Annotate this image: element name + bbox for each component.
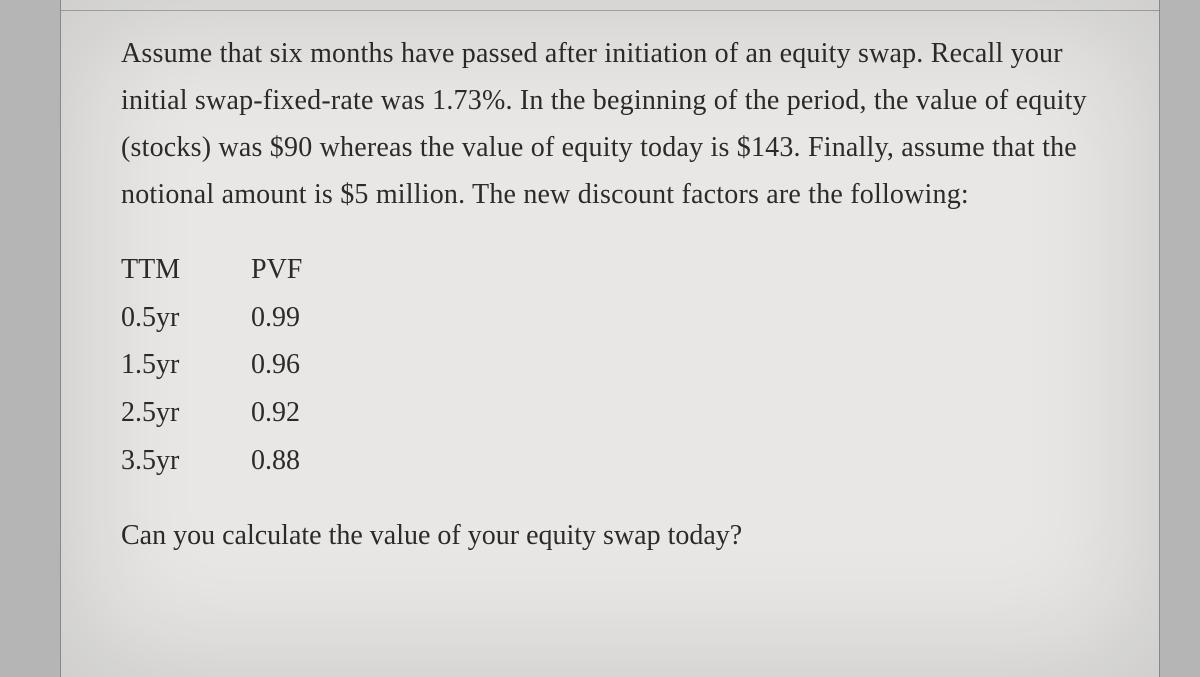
discount-factor-table: TTM PVF 0.5yr 0.99 1.5yr 0.96 2.5yr 0.92… bbox=[121, 246, 1099, 484]
table-cell-ttm: 3.5yr bbox=[121, 437, 221, 485]
table-cell-ttm: 2.5yr bbox=[121, 389, 221, 437]
table-row: 0.5yr 0.99 bbox=[121, 294, 1099, 342]
problem-paragraph: Assume that six months have passed after… bbox=[121, 30, 1099, 218]
table-header-row: TTM PVF bbox=[121, 246, 1099, 294]
page-inner: Assume that six months have passed after… bbox=[60, 0, 1160, 677]
table-cell-pvf: 0.92 bbox=[251, 389, 351, 437]
table-row: 3.5yr 0.88 bbox=[121, 437, 1099, 485]
table-cell-pvf: 0.99 bbox=[251, 294, 351, 342]
table-row: 1.5yr 0.96 bbox=[121, 341, 1099, 389]
table-cell-pvf: 0.88 bbox=[251, 437, 351, 485]
table-cell-pvf: 0.96 bbox=[251, 341, 351, 389]
question-text: Can you calculate the value of your equi… bbox=[121, 512, 1099, 559]
table-cell-ttm: 1.5yr bbox=[121, 341, 221, 389]
table-header-pvf: PVF bbox=[251, 246, 351, 294]
page-outer: Assume that six months have passed after… bbox=[0, 0, 1200, 677]
table-row: 2.5yr 0.92 bbox=[121, 389, 1099, 437]
table-cell-ttm: 0.5yr bbox=[121, 294, 221, 342]
table-header-ttm: TTM bbox=[121, 246, 221, 294]
